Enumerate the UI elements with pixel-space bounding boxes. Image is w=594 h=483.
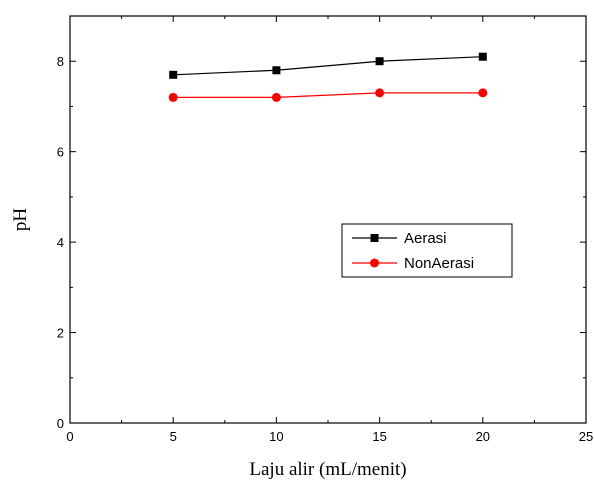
plot-area-frame [69,15,587,424]
data-point [375,88,385,98]
legend-box [341,223,513,278]
legend-label-1: NonAerasi [404,255,474,272]
y-tick-label: 6 [57,145,64,160]
y-axis-title: pH [10,208,31,232]
data-point [271,92,281,102]
x-tick-label: 10 [269,429,283,444]
data-point [169,70,178,79]
series-layer [168,52,488,102]
data-point [272,66,281,75]
legend: Aerasi NonAerasi [341,223,513,278]
x-axis-title: Laju alir (mL/menit) [249,459,406,480]
axis-ticks [69,15,587,424]
data-point [478,88,488,98]
y-tick-label: 2 [57,326,64,341]
axis-tick-labels: 0 5 10 15 20 25 0 2 4 6 8 [57,54,593,444]
y-tick-label: 8 [57,54,64,69]
series-line-0 [173,56,483,76]
x-tick-label: 0 [66,429,73,444]
series-line-1 [173,92,483,99]
data-point [168,92,178,102]
x-tick-label: 25 [579,429,593,444]
x-tick-label: 20 [476,429,490,444]
x-tick-label: 15 [372,429,386,444]
data-point [478,52,487,61]
y-tick-label: 0 [57,416,64,431]
data-point [375,57,384,66]
legend-marker-0 [370,234,379,242]
y-tick-label: 4 [57,235,64,250]
legend-label-0: Aerasi [404,230,447,247]
legend-marker-1 [370,258,379,268]
x-tick-label: 5 [170,429,177,444]
